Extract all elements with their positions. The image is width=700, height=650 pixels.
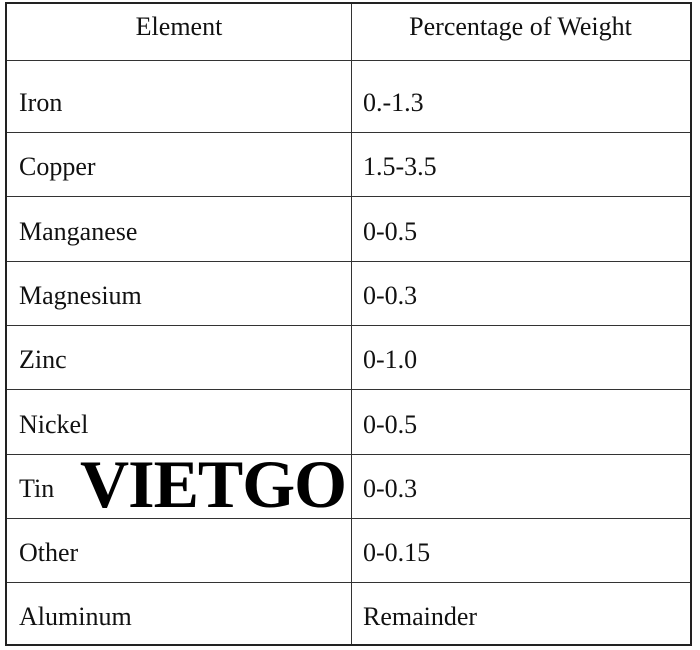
element-cell: Other xyxy=(19,538,79,568)
percentage-cell: 0-0.5 xyxy=(363,216,418,246)
percentage-cell: 0.-1.3 xyxy=(363,88,424,117)
row-divider xyxy=(7,389,690,391)
percentage-cell: 0-0.3 xyxy=(363,280,418,310)
element-cell: Tin xyxy=(19,473,55,503)
header-cell: Percentage of Weight xyxy=(409,12,632,41)
percentage-cell: 0-1.0 xyxy=(363,345,418,375)
percentage-cell: Remainder xyxy=(363,602,478,632)
table: Element Percentage of Weight Iron 0.-1.3 Cop… xyxy=(5,2,692,646)
element-cell: Manganese xyxy=(19,216,138,246)
element-cell: Zinc xyxy=(19,345,67,375)
element-cell: Aluminum xyxy=(19,602,132,632)
percentage-cell: 0-0.3 xyxy=(363,473,418,503)
row-divider xyxy=(7,196,690,198)
column-divider xyxy=(351,4,352,644)
row-divider xyxy=(7,132,690,133)
watermark: VIETGO xyxy=(80,446,347,522)
percentage-cell: 0-0.15 xyxy=(363,538,431,568)
header-cell: Element xyxy=(135,12,223,41)
percentage-cell: 1.5-3.5 xyxy=(363,152,437,182)
element-cell: Nickel xyxy=(19,409,89,439)
row-divider xyxy=(7,582,690,584)
element-cell: Copper xyxy=(19,152,96,182)
row-divider xyxy=(7,260,690,262)
element-cell: Magnesium xyxy=(19,280,142,310)
row-divider xyxy=(7,453,690,455)
element-cell: Iron xyxy=(19,88,63,117)
row-divider xyxy=(7,517,690,519)
percentage-cell: 0-0.5 xyxy=(363,409,418,439)
row-divider xyxy=(7,324,690,326)
row-divider xyxy=(7,60,690,61)
